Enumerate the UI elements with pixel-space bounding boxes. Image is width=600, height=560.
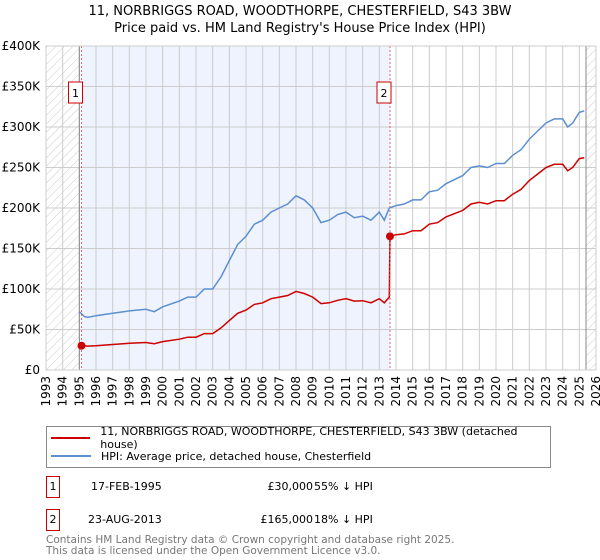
x-tick-label: 1993 (39, 376, 53, 407)
property-price-line (81, 157, 585, 347)
sale-label-box (68, 81, 83, 104)
transaction-date: 17-FEB-1995 (91, 480, 162, 493)
sale-label-box (376, 81, 392, 104)
x-tick-label: 1999 (139, 376, 153, 407)
transaction-hpi: 18% ↓ HPI (314, 513, 373, 526)
sale-label: 1 (72, 87, 79, 100)
x-tick-label: 2012 (356, 376, 370, 407)
x-tick-label: 2014 (389, 376, 403, 407)
x-tick-label: 1996 (89, 376, 103, 407)
x-tick-label: 2000 (156, 376, 170, 407)
sale-label: 2 (381, 87, 388, 100)
transaction-hpi: 55% ↓ HPI (314, 480, 373, 493)
legend-item-hpi: HPI: Average price, detached house, Ches… (51, 448, 371, 464)
footer-licence: This data is licensed under the Open Gov… (46, 545, 381, 557)
sale-point (77, 341, 86, 350)
legend-label-property: 11, NORBRIGGS ROAD, WOODTHORPE, CHESTERF… (100, 425, 518, 451)
y-tick-label: £200K (2, 201, 42, 215)
legend-swatch-red (51, 437, 91, 439)
x-tick-label: 2020 (489, 376, 503, 407)
transaction-price: £165,000 (260, 513, 314, 526)
price-chart: 1993 1994 1995 1996 1997 1998 1999 2000 2001 2002… (2, 39, 600, 407)
y-tick-label: £50K (9, 323, 41, 337)
x-tick-label: 2021 (506, 376, 520, 407)
x-tick-label: 2022 (522, 376, 536, 407)
y-tick-label: £300K (2, 120, 42, 134)
y-tick-label: £350K (2, 80, 42, 94)
chart-subtitle: Price paid vs. HM Land Registry's House … (114, 21, 486, 36)
plot-border (45, 45, 597, 371)
legend-label-hpi: HPI: Average price, detached house, Ches… (101, 449, 372, 463)
x-tick-label: 1994 (56, 376, 70, 407)
x-tick-label: 2005 (239, 376, 253, 407)
x-tick-label: 2009 (306, 376, 320, 407)
x-tick-label: 2002 (189, 376, 203, 407)
transaction-number: 2 (46, 509, 60, 531)
transaction-price: £30,000 (267, 480, 314, 493)
x-tick-label: 2007 (272, 376, 286, 407)
legend: 11, NORBRIGGS ROAD, WOODTHORPE, CHESTERF… (46, 425, 551, 468)
footer-copyright: Contains HM Land Registry data © Crown c… (46, 534, 455, 546)
footer: Contains HM Land Registry data © Crown c… (46, 535, 454, 557)
y-tick-label: £250K (2, 161, 42, 175)
x-tick-label: 2003 (206, 376, 220, 407)
x-tick-label: 2018 (456, 376, 470, 407)
x-tick-label: 2006 (256, 376, 270, 407)
y-tick-label: £100K (2, 282, 42, 296)
x-tick-label: 1998 (122, 376, 136, 407)
hpi-line (78, 110, 585, 319)
x-tick-label: 2026 (589, 376, 600, 407)
y-tick-label: £150K (2, 242, 42, 256)
x-tick-label: 2024 (556, 376, 570, 407)
x-tick-label: 2011 (339, 376, 353, 407)
x-tick-label: 2017 (439, 376, 453, 407)
x-tick-label: 2008 (289, 376, 303, 407)
x-tick-label: 2023 (539, 376, 553, 407)
transaction-date: 23-AUG-2013 (88, 513, 162, 526)
x-tick-label: 2004 (222, 376, 236, 407)
sale-point (386, 232, 394, 241)
x-tick-label: 2013 (372, 376, 386, 407)
chart-title: 11, NORBRIGGS ROAD, WOODTHORPE, CHESTERF… (88, 4, 512, 19)
x-tick-label: 2016 (422, 376, 436, 407)
transaction-number: 1 (46, 476, 60, 498)
x-tick-label: 2001 (172, 376, 186, 407)
x-tick-label: 1997 (106, 376, 120, 407)
x-tick-label: 2025 (572, 376, 586, 407)
x-tick-label: 1995 (72, 376, 86, 407)
x-tick-label: 2010 (322, 376, 336, 407)
x-tick-label: 2015 (406, 376, 420, 407)
x-tick-label: 2019 (472, 376, 486, 407)
legend-swatch-blue (51, 455, 91, 457)
y-tick-label: £400K (2, 39, 42, 53)
legend-item-property: 11, NORBRIGGS ROAD, WOODTHORPE, CHESTERF… (51, 425, 550, 451)
y-tick-label: £0 (25, 363, 40, 377)
